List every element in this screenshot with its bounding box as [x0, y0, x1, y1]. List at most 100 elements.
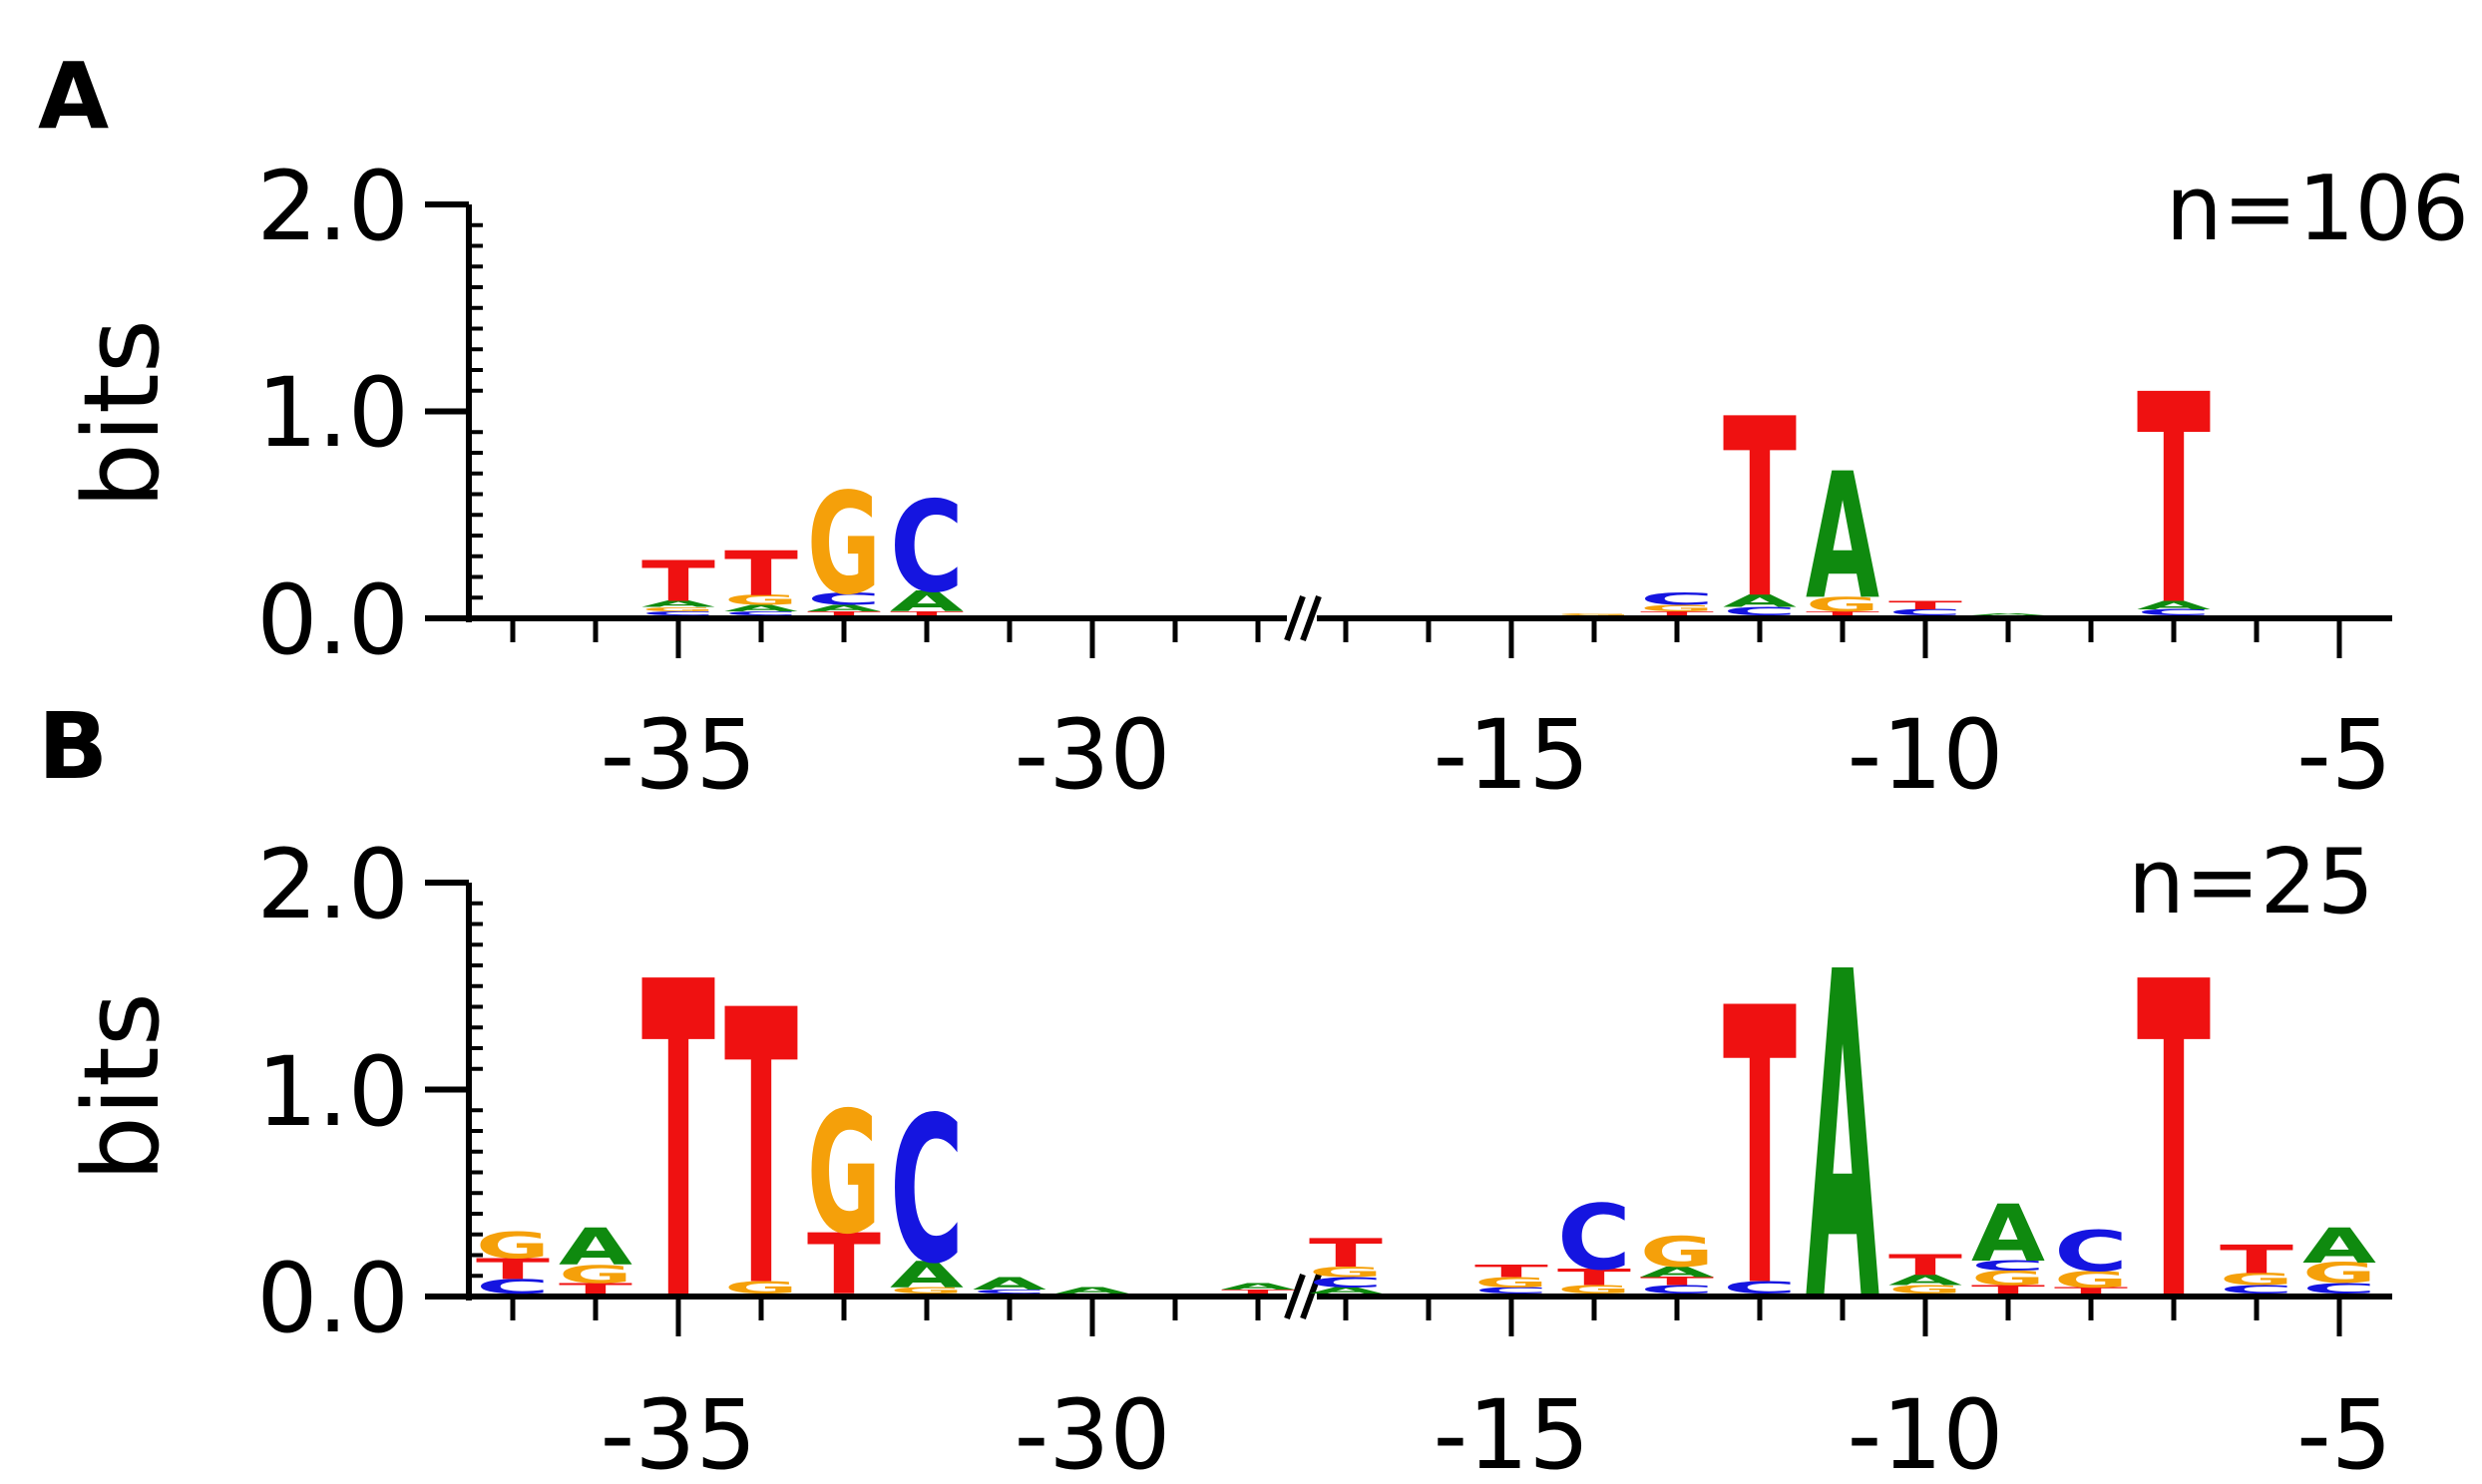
panel-b-letter-G-pos-37: G — [476, 1225, 550, 1267]
panel-b-letter-C-pos-6: C — [2220, 1284, 2293, 1297]
panel-b-xtick-minus35: -35 — [601, 1379, 757, 1484]
panel-a-letter-G-pos-34: G — [724, 592, 798, 608]
panel-a-xtick-minus30: -30 — [1015, 699, 1171, 811]
panel-b-letter-G-pos-36: G — [559, 1260, 632, 1289]
panel-a-axis-break-mark — [1300, 594, 1322, 642]
panel-b-letter-G-pos-14: G — [1557, 1284, 1631, 1297]
panel-b-letter-T-pos-34: T — [724, 931, 799, 1370]
panel-a-axes — [425, 201, 2392, 658]
panel-b-letter-T-pos-14: T — [1557, 1265, 1631, 1291]
panel-b-axis-break-mark — [1300, 1273, 1322, 1320]
panel-b-letter-G-pos-10: G — [1888, 1284, 1962, 1297]
panel-b-letter-C-pos-17: C — [1309, 1275, 1383, 1291]
panel-a-letter-G-pos-14: G — [1557, 612, 1631, 615]
panel-b-letter-C-pos-37: C — [476, 1276, 550, 1298]
panel-b-letter-C-pos-5: C — [2302, 1281, 2376, 1297]
panel-b-letter-T-pos-33: T — [807, 1216, 881, 1313]
panel-b-letter-T-pos-36: T — [559, 1281, 632, 1297]
panel-a-letter-A-pos-7: A — [2137, 599, 2211, 612]
panel-b-letter-A-pos-11: A — [1806, 880, 1880, 1399]
panel-b-xtick-minus15: -15 — [1434, 1379, 1590, 1484]
panel-b-letter-G-pos-9: G — [1971, 1268, 2045, 1291]
panel-b-letter-A-pos-17: A — [1309, 1286, 1384, 1296]
panel-b-letter-A-pos-13: A — [1640, 1265, 1714, 1281]
panel-b-letter-A-pos-10: A — [1888, 1273, 1962, 1289]
panel-a-ytick-0: 0.0 — [256, 564, 409, 676]
panel-a-letter-A-pos-32: A — [890, 585, 965, 618]
panel-b-letter-T-pos-9: T — [1971, 1284, 2046, 1297]
panel-b-xtick-minus5: -5 — [2296, 1379, 2392, 1484]
panel-a-letter-A-pos-11: A — [1806, 437, 1879, 638]
panel-b-ytick-0: 0.0 — [256, 1243, 409, 1354]
panel-b-letter-T-pos-17: T — [1309, 1231, 1383, 1277]
panel-a-ytick-1: 1.0 — [256, 357, 409, 469]
panel-a-letter-G-pos-13: G — [1640, 603, 1714, 613]
panel-a-letter-A-pos-35: A — [641, 599, 716, 609]
panel-b-letter-T-pos-15: T — [1474, 1262, 1548, 1282]
panel-a-letter-T-pos-35: T — [641, 550, 715, 614]
panel-a-letter-A-pos-9: A — [1971, 612, 2045, 615]
panel-a-xtick-minus10: -10 — [1848, 699, 2004, 811]
panel-b: B n=25 bits 0.0 1.0 2.0 -35 -30 -15 -10 … — [38, 693, 2392, 1484]
panel-b-letter-G-pos-32: G — [890, 1286, 964, 1296]
panel-a-letter: A — [38, 43, 109, 150]
panel-a-letter-G-pos-35: G — [641, 606, 715, 612]
panel-b-letter-T-pos-13: T — [1640, 1275, 1715, 1288]
panel-a-ytick-2: 2.0 — [256, 151, 409, 262]
panel-a-letter-A-pos-12: A — [1723, 591, 1797, 611]
panel-a-letter-T-pos-7: T — [2137, 335, 2211, 669]
panel-b-count-label: n=25 — [2128, 830, 2374, 934]
panel-a-letter-T-pos-33: T — [807, 610, 881, 616]
panel-a-xtick-minus35: -35 — [601, 699, 757, 811]
panel-b-letter-G-pos-6: G — [2220, 1270, 2293, 1289]
panel-b-letter-C-pos-31: C — [973, 1289, 1046, 1296]
panel-b-ytick-1: 1.0 — [256, 1036, 409, 1148]
panel-b-xtick-minus10: -10 — [1848, 1379, 2004, 1484]
panel-b-letter-G-pos-33: G — [807, 1076, 881, 1272]
panel-b-letter-C-pos-32: C — [890, 1074, 964, 1308]
panel-b-letter-G-pos-15: G — [1474, 1275, 1548, 1291]
panel-a-letter-G-pos-11: G — [1806, 593, 1879, 616]
panel-b-letter-A-pos-31: A — [973, 1274, 1046, 1294]
panel-a-letter-G-pos-33: G — [807, 464, 881, 626]
panel-b-letter-T-pos-7: T — [2137, 892, 2212, 1396]
panel-b-letter-G-pos-17: G — [1309, 1265, 1383, 1281]
panel-b-letter-C-pos-8: C — [2054, 1220, 2128, 1285]
panel-a-letter-C-pos-7: C — [2137, 607, 2211, 617]
panel-b-letter-A-pos-28: A — [1221, 1282, 1296, 1292]
panel-a-letter-C-pos-10: C — [1888, 607, 1962, 617]
panel-b-letter-T-pos-35: T — [641, 892, 716, 1396]
panel-a-letter-C-pos-13: C — [1640, 589, 1714, 609]
panel-a-letter-A-pos-34: A — [724, 603, 799, 613]
panel-a-letter-T-pos-13: T — [1640, 610, 1714, 616]
panel-b-axes — [425, 880, 2392, 1336]
panel-b-letter-C-pos-12: C — [1723, 1279, 1797, 1298]
panel-b-letter-T-pos-10: T — [1888, 1249, 1962, 1282]
panel-a-letter-C-pos-35: C — [641, 610, 715, 617]
panel-b-ytick-2: 2.0 — [256, 829, 409, 940]
panel-b-letter-T-pos-28: T — [1221, 1289, 1295, 1295]
panel-b-letter-G-pos-5: G — [2302, 1258, 2376, 1291]
panel-a-ylabel: bits — [61, 319, 183, 509]
panel-b-letter-T-pos-8: T — [2054, 1286, 2129, 1296]
panel-a-xtick-minus5: -5 — [2296, 699, 2392, 811]
panel-b-letter-C-pos-9: C — [1971, 1258, 2045, 1274]
panel-a-letter-T-pos-12: T — [1723, 366, 1797, 652]
panel-b-letter-G-pos-13: G — [1640, 1228, 1714, 1277]
panel-b-letter-A-pos-9: A — [1971, 1188, 2045, 1280]
panel-a: A n=106 bits 0.0 1.0 2.0 -35 -30 -15 -10… — [38, 43, 2469, 811]
panel-b-xtick-minus30: -30 — [1015, 1379, 1171, 1484]
panel-b-letter: B — [38, 693, 108, 800]
panel-b-letter-C-pos-14: C — [1557, 1185, 1631, 1290]
panel-b-letter-T-pos-12: T — [1723, 929, 1798, 1371]
panel-b-ylabel: bits — [61, 992, 183, 1182]
panel-b-letter-A-pos-32: A — [890, 1255, 964, 1297]
panel-a-letter-C-pos-34: C — [724, 610, 798, 617]
panel-b-axis-break-mark — [1284, 1273, 1306, 1320]
panel-b-letter-C-pos-13: C — [1640, 1284, 1714, 1297]
panel-a-letter-C-pos-33: C — [807, 589, 881, 609]
